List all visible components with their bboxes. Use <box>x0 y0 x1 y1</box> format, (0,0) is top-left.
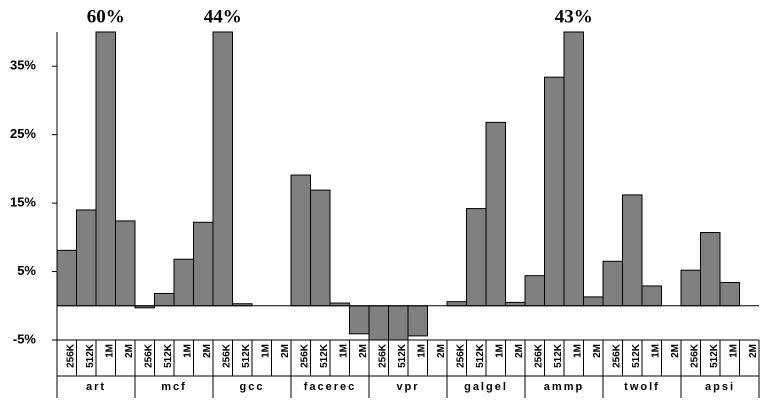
x-tick-label: 2M <box>514 344 525 358</box>
bar <box>368 305 389 341</box>
bar <box>700 232 721 307</box>
bar <box>719 282 740 307</box>
x-tick-label: 256K <box>689 343 700 368</box>
x-tick-label: 256K <box>299 343 310 368</box>
bar <box>173 258 194 307</box>
x-tick-label: 1M <box>338 344 349 358</box>
y-tick-label: 15% <box>10 195 36 210</box>
bar <box>602 260 623 307</box>
x-tick-label: 256K <box>221 343 232 368</box>
bar <box>310 189 331 307</box>
x-tick-label: 1M <box>572 344 583 358</box>
group-label: facerec <box>304 381 357 393</box>
x-tick-label: 512K <box>475 343 486 368</box>
bar <box>446 301 467 307</box>
bar <box>485 121 506 307</box>
x-tick-label: 2M <box>280 344 291 358</box>
x-tick-label: 1M <box>650 344 661 358</box>
x-tick-label: 512K <box>397 343 408 368</box>
x-tick-label: 256K <box>611 343 622 368</box>
y-tick-label: 25% <box>10 126 36 141</box>
bar <box>349 305 370 335</box>
group-label: apsi <box>705 381 735 393</box>
bar <box>115 220 136 307</box>
bar <box>388 305 409 341</box>
group-label: vpr <box>396 381 419 393</box>
x-tick-label: 512K <box>319 343 330 368</box>
group-label: ammp <box>544 381 584 393</box>
x-tick-label: 2M <box>202 344 213 358</box>
bar <box>680 269 701 307</box>
group-label: mcf <box>161 381 187 393</box>
x-tick-label: 512K <box>553 343 564 368</box>
bar <box>583 296 604 307</box>
bar <box>193 221 214 307</box>
value-label: 60% <box>87 6 125 27</box>
group-label: art <box>86 381 106 393</box>
bar <box>290 174 311 307</box>
x-tick-label: 1M <box>104 344 115 358</box>
x-tick-label: 1M <box>182 344 193 358</box>
x-tick-label: 256K <box>65 343 76 368</box>
y-tick-label: -5% <box>13 331 37 346</box>
x-tick-label: 256K <box>455 343 466 368</box>
bar <box>505 301 526 307</box>
group-label: gcc <box>240 381 265 393</box>
bar <box>407 305 428 337</box>
x-tick-label: 2M <box>748 344 759 358</box>
x-tick-label: 1M <box>494 344 505 358</box>
y-tick-label: 5% <box>17 263 36 278</box>
x-tick-label: 2M <box>124 344 135 358</box>
value-label: 43% <box>555 6 593 27</box>
x-tick-label: 512K <box>709 343 720 368</box>
bar <box>622 194 643 307</box>
bar <box>544 76 565 307</box>
x-tick-label: 256K <box>143 343 154 368</box>
group-label: galgel <box>464 381 508 393</box>
x-tick-label: 1M <box>728 344 739 358</box>
bar <box>641 285 662 307</box>
x-tick-label: 256K <box>377 343 388 368</box>
x-tick-label: 1M <box>260 344 271 358</box>
bar <box>563 31 584 307</box>
value-label: 44% <box>204 6 242 27</box>
x-tick-label: 2M <box>358 344 369 358</box>
x-tick-label: 1M <box>416 344 427 358</box>
bar <box>466 208 487 307</box>
bar <box>212 31 233 307</box>
x-tick-label: 2M <box>436 344 447 358</box>
x-tick-label: 512K <box>85 343 96 368</box>
y-tick-label: 35% <box>10 58 36 73</box>
group-label: twolf <box>624 381 660 393</box>
x-tick-label: 2M <box>670 344 681 358</box>
x-tick-label: 512K <box>631 343 642 368</box>
bar <box>95 31 116 307</box>
x-tick-label: 2M <box>592 344 603 358</box>
bar <box>154 292 175 307</box>
bar <box>524 275 545 307</box>
bar <box>56 249 77 307</box>
bar <box>76 209 97 307</box>
x-tick-label: 512K <box>163 343 174 368</box>
x-tick-label: 512K <box>241 343 252 368</box>
x-tick-label: 256K <box>533 343 544 368</box>
